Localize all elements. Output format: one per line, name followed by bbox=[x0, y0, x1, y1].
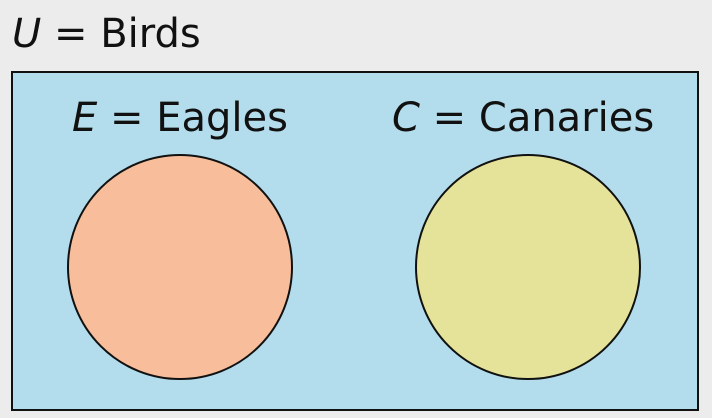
universe-label: U = Birds bbox=[12, 8, 201, 60]
set-e-label: E = Eagles bbox=[72, 92, 288, 144]
set-c-name: Canaries bbox=[478, 95, 655, 141]
set-e-circle bbox=[67, 154, 293, 380]
set-c-label: C = Canaries bbox=[392, 92, 654, 144]
universe-name: Birds bbox=[100, 11, 201, 57]
set-e-symbol: E bbox=[72, 95, 98, 141]
set-c-circle bbox=[415, 154, 641, 380]
set-c-symbol: C bbox=[392, 95, 420, 141]
universe-equals: = bbox=[41, 11, 101, 57]
universe-symbol: U bbox=[12, 11, 42, 57]
set-c-equals: = bbox=[419, 95, 479, 141]
set-e-name: Eagles bbox=[156, 95, 288, 141]
set-e-equals: = bbox=[97, 95, 157, 141]
